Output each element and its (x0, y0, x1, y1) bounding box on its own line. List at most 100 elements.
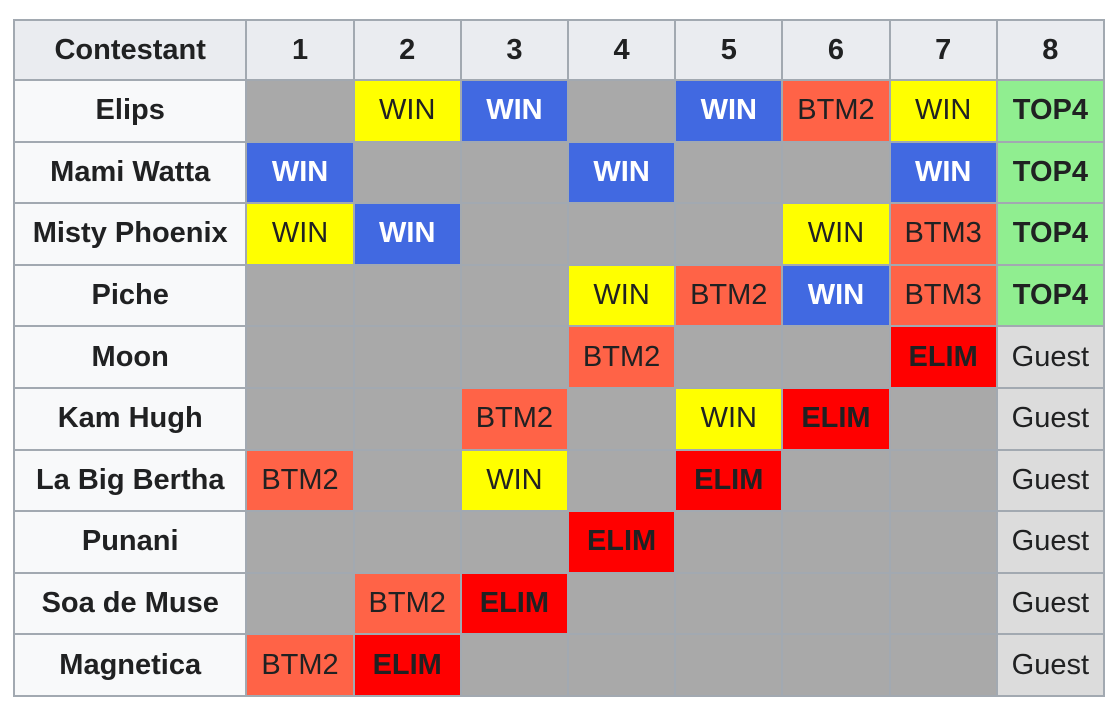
result-cell-episode-3: WIN (459, 448, 569, 513)
result-cell-episode-4 (566, 448, 677, 513)
contestant-name: La Big Bertha (12, 448, 248, 513)
result-cell-episode-4 (566, 386, 677, 451)
result-cell-episode-5: ELIM (674, 448, 784, 513)
result-cell-episode-6 (781, 325, 891, 389)
table-row: Misty Phoenix WIN WIN WIN BTM3 TOP4 (12, 202, 1106, 266)
result-cell-episode-8: TOP4 (995, 263, 1106, 328)
table-row: Mami Watta WIN WIN WIN TOP4 (12, 140, 1106, 205)
table-row: Punani ELIM Guest (12, 510, 1106, 574)
result-cell-episode-8: Guest (995, 448, 1106, 513)
result-cell-episode-1: BTM2 (245, 633, 355, 697)
header-episode-3: 3 (459, 19, 569, 81)
table-row: Piche WIN BTM2 WIN BTM3 TOP4 (12, 263, 1106, 328)
result-cell-episode-8: TOP4 (995, 140, 1106, 205)
result-cell-episode-2: ELIM (352, 633, 462, 697)
contestant-name: Elips (12, 79, 248, 143)
table-body: Elips WIN WIN WIN BTM2 WIN TOP4 Mami Watta WIN WI… (12, 79, 1106, 697)
contestant-name: Mami Watta (12, 140, 248, 205)
result-cell-episode-5: WIN (674, 79, 784, 143)
contestant-name: Piche (12, 263, 248, 328)
result-cell-episode-8: TOP4 (995, 79, 1106, 143)
result-cell-episode-5 (674, 571, 784, 636)
result-cell-episode-4 (566, 633, 677, 697)
result-cell-episode-7: BTM3 (888, 263, 998, 328)
result-cell-episode-2 (352, 325, 462, 389)
result-cell-episode-6: BTM2 (781, 79, 891, 143)
result-cell-episode-5 (674, 510, 784, 574)
result-cell-episode-2 (352, 140, 462, 205)
result-cell-episode-1: WIN (245, 140, 355, 205)
result-cell-episode-5: BTM2 (674, 263, 784, 328)
header-episode-7: 7 (888, 19, 998, 81)
result-cell-episode-3 (459, 263, 569, 328)
result-cell-episode-4: BTM2 (566, 325, 677, 389)
table-row: La Big Bertha BTM2 WIN ELIM Guest (12, 448, 1106, 513)
result-cell-episode-5 (674, 202, 784, 266)
result-cell-episode-3: ELIM (459, 571, 569, 636)
result-cell-episode-7 (888, 386, 998, 451)
contestant-progress-table: Contestant 1 2 3 4 5 6 7 8 Elips WIN WIN WI… (12, 19, 1106, 697)
result-cell-episode-8: TOP4 (995, 202, 1106, 266)
result-cell-episode-6 (781, 571, 891, 636)
contestant-name: Punani (12, 510, 248, 574)
result-cell-episode-6 (781, 448, 891, 513)
result-cell-episode-5 (674, 325, 784, 389)
result-cell-episode-6 (781, 633, 891, 697)
result-cell-episode-1: WIN (245, 202, 355, 266)
result-cell-episode-6 (781, 140, 891, 205)
result-cell-episode-5: WIN (674, 386, 784, 451)
result-cell-episode-2 (352, 448, 462, 513)
contestant-name: Magnetica (12, 633, 248, 697)
result-cell-episode-6 (781, 510, 891, 574)
result-cell-episode-7: WIN (888, 79, 998, 143)
result-cell-episode-7 (888, 510, 998, 574)
result-cell-episode-1 (245, 571, 355, 636)
table-row: Soa de Muse BTM2 ELIM Guest (12, 571, 1106, 636)
table-row: Kam Hugh BTM2 WIN ELIM Guest (12, 386, 1106, 451)
result-cell-episode-5 (674, 633, 784, 697)
result-cell-episode-6: ELIM (781, 386, 891, 451)
result-cell-episode-8: Guest (995, 386, 1106, 451)
result-cell-episode-7: WIN (888, 140, 998, 205)
result-cell-episode-6: WIN (781, 202, 891, 266)
result-cell-episode-5 (674, 140, 784, 205)
result-cell-episode-4 (566, 571, 677, 636)
header-episode-5: 5 (674, 19, 784, 81)
result-cell-episode-6: WIN (781, 263, 891, 328)
result-cell-episode-3 (459, 633, 569, 697)
result-cell-episode-7: BTM3 (888, 202, 998, 266)
result-cell-episode-2 (352, 510, 462, 574)
result-cell-episode-4: WIN (566, 263, 677, 328)
result-cell-episode-3 (459, 140, 569, 205)
result-cell-episode-2 (352, 263, 462, 328)
result-cell-episode-7 (888, 633, 998, 697)
result-cell-episode-3 (459, 202, 569, 266)
header-row: Contestant 1 2 3 4 5 6 7 8 (12, 19, 1106, 81)
table-row: Elips WIN WIN WIN BTM2 WIN TOP4 (12, 79, 1106, 143)
result-cell-episode-4 (566, 202, 677, 266)
result-cell-episode-8: Guest (995, 325, 1106, 389)
header-episode-4: 4 (566, 19, 677, 81)
result-cell-episode-3: BTM2 (459, 386, 569, 451)
result-cell-episode-2: WIN (352, 79, 462, 143)
contestant-name: Moon (12, 325, 248, 389)
result-cell-episode-4 (566, 79, 677, 143)
result-cell-episode-1 (245, 263, 355, 328)
result-cell-episode-8: Guest (995, 510, 1106, 574)
contestant-name: Soa de Muse (12, 571, 248, 636)
result-cell-episode-7: ELIM (888, 325, 998, 389)
result-cell-episode-4: WIN (566, 140, 677, 205)
result-cell-episode-7 (888, 571, 998, 636)
result-cell-episode-2 (352, 386, 462, 451)
result-cell-episode-1 (245, 386, 355, 451)
result-cell-episode-7 (888, 448, 998, 513)
contestant-name: Misty Phoenix (12, 202, 248, 266)
result-cell-episode-3 (459, 510, 569, 574)
header-contestant: Contestant (12, 19, 248, 81)
contestant-name: Kam Hugh (12, 386, 248, 451)
result-cell-episode-8: Guest (995, 633, 1106, 697)
table-row: Magnetica BTM2 ELIM Guest (12, 633, 1106, 697)
result-cell-episode-3 (459, 325, 569, 389)
header-episode-6: 6 (781, 19, 891, 81)
result-cell-episode-4: ELIM (566, 510, 677, 574)
